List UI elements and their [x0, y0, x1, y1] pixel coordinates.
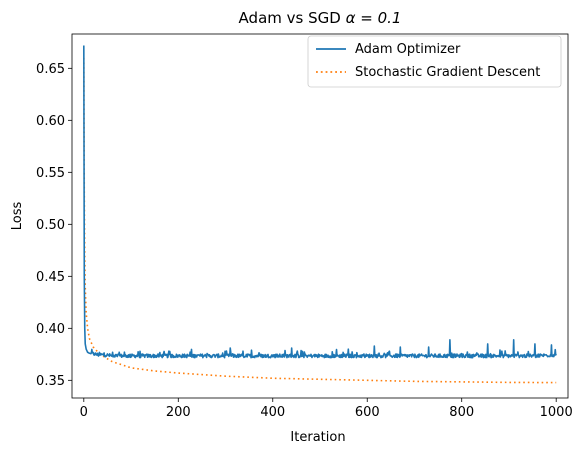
x-ticks: 0 200 400 600 800 1000 — [80, 398, 573, 420]
legend-label-adam: Adam Optimizer — [355, 42, 461, 57]
series-layer — [83, 45, 557, 384]
y-axis-label: Loss — [10, 202, 25, 231]
y-tick-label: 0.45 — [36, 270, 65, 285]
x-tick-label: 0 — [80, 405, 88, 420]
legend-box — [307, 35, 562, 88]
x-tick-label: 200 — [166, 405, 191, 420]
chart-title-math: α = 0.1 — [346, 9, 402, 27]
y-tick-label: 0.40 — [36, 322, 65, 337]
y-tick-label: 0.55 — [36, 166, 65, 181]
plot-area — [71, 33, 569, 399]
series-line-sgd — [83, 57, 557, 384]
x-axis-label: Iteration — [290, 430, 345, 445]
series-line-adam — [83, 45, 557, 359]
x-tick-label: 800 — [449, 405, 474, 420]
legend: Adam Optimizer Stochastic Gradient Desce… — [307, 35, 562, 88]
y-ticks: 0.35 0.40 0.45 0.50 0.55 0.60 0.65 — [36, 62, 72, 389]
x-tick-label: 600 — [355, 405, 380, 420]
chart-title: Adam vs SGD α = 0.1 — [239, 9, 402, 27]
chart-title-text: Adam vs SGD — [239, 9, 341, 27]
legend-label-sgd: Stochastic Gradient Descent — [355, 65, 540, 80]
x-tick-label: 1000 — [540, 405, 573, 420]
x-tick-label: 400 — [260, 405, 285, 420]
y-tick-label: 0.35 — [36, 374, 65, 389]
y-tick-label: 0.65 — [36, 62, 65, 77]
y-tick-label: 0.60 — [36, 114, 65, 129]
y-tick-label: 0.50 — [36, 218, 65, 233]
